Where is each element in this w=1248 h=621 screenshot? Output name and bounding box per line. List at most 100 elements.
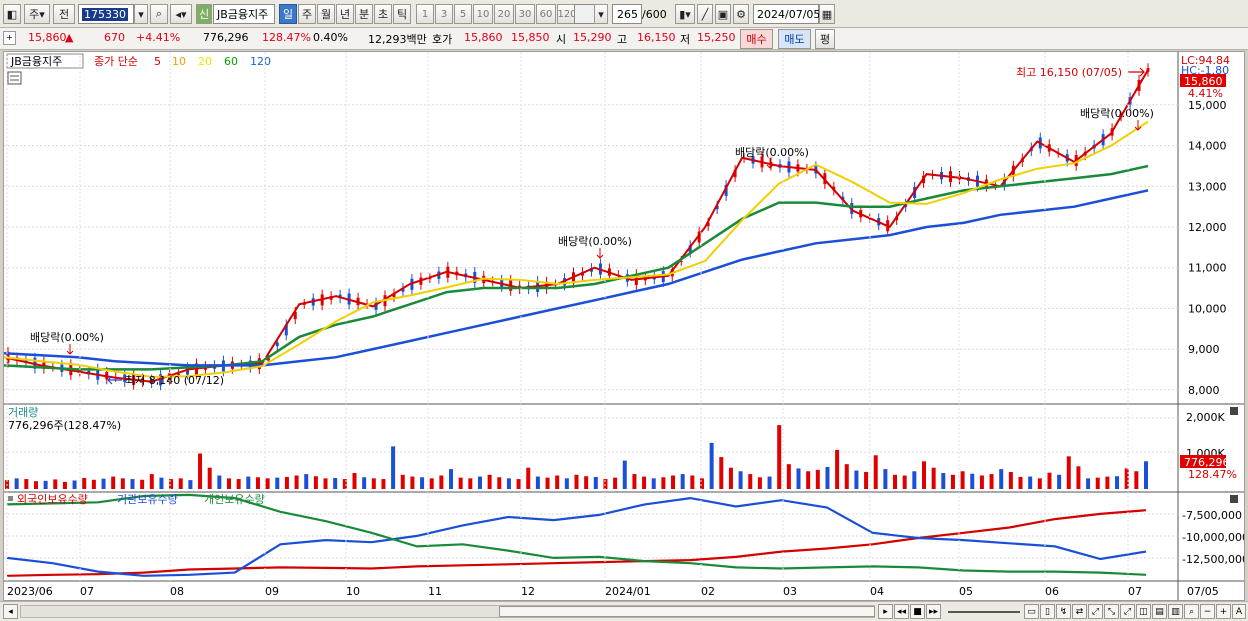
volume-bar [864,471,869,489]
dividend-marker-icon [66,344,74,355]
window-menu-icon[interactable]: ◧ [3,4,21,24]
interval-button-1[interactable]: 1 [416,4,434,24]
scrollbar-thumb[interactable] [499,606,875,617]
count-input[interactable]: 265 [612,4,642,24]
interval-button-20[interactable]: 20 [494,4,514,24]
save-icon[interactable]: ▣ [715,4,731,24]
volume-bar [1115,476,1120,489]
zoom-slider[interactable] [948,611,1020,613]
calendar-icon[interactable]: ▦ [819,4,835,24]
zoom-out-icon[interactable]: − [1200,604,1215,619]
volume-bar [1076,466,1081,489]
period-tab-0[interactable]: 일 [279,4,297,24]
fast-forward-icon[interactable]: ▸▸ [926,604,941,619]
quote-change: 670 [104,31,125,44]
tool-icon-1[interactable]: ▭ [1024,604,1039,619]
candle-body [284,324,288,336]
tool-icon-5[interactable]: ⤢ [1088,604,1103,619]
search-zoom-icon[interactable]: ⌕ [1184,604,1199,619]
tool-icon-10[interactable]: ▥ [1168,604,1183,619]
font-size-icon[interactable]: A [1232,604,1246,619]
quote-change-pct: +4.41% [136,31,181,44]
chart-svg[interactable]: 15,000 14,000 13,000 12,000 11,000 10,000 9,00… [3,52,1248,600]
volume-close-icon[interactable] [1230,407,1238,415]
interval-button-60[interactable]: 60 [536,4,556,24]
price-tag: 15,860 [1184,75,1223,88]
x-tick-label: 05 [959,585,973,598]
candle-type-icon[interactable]: ▮▾ [675,4,695,24]
sell-button[interactable]: 매도 [778,29,811,49]
stop-icon[interactable]: ■ [910,604,925,619]
volume-bar [574,474,579,489]
volume-bar [902,475,907,489]
scroll-right-icon[interactable]: ▸ [878,604,893,619]
volume-bar [1134,471,1139,489]
candle-body [392,293,396,298]
interval-button-5[interactable]: 5 [454,4,472,24]
tool-icon-3[interactable]: ↯ [1056,604,1071,619]
period-tab-1[interactable]: 주 [298,4,316,24]
period-tab-5[interactable]: 초 [374,4,392,24]
rewind-icon[interactable]: ◂◂ [894,604,909,619]
quote-bid: 15,850 [511,31,550,44]
volume-bar [497,477,502,489]
date-input[interactable]: 2024/07/05 [753,4,820,24]
search-icon[interactable]: ⌕ [150,4,168,24]
horizontal-scrollbar[interactable] [20,605,875,618]
speaker-icon[interactable]: ◂▾ [170,4,192,24]
volume-bar [719,457,724,489]
tool-icon-2[interactable]: ▯ [1040,604,1055,619]
candle-body [401,287,405,292]
ma-legend-5: 5 [154,55,161,68]
price-tick-label: 13,000 [1188,180,1227,193]
volume-bar [227,478,232,489]
tool-icon-6[interactable]: ⤡ [1104,604,1119,619]
holdings-close-icon[interactable] [1230,495,1238,503]
draw-tool-icon[interactable]: ╱ [697,4,713,24]
tool-icon-9[interactable]: ▤ [1152,604,1167,619]
candle-body [715,205,719,210]
tool-icon-4[interactable]: ⇄ [1072,604,1087,619]
holdings-tick-2: -10,000,000 [1182,531,1244,544]
zoom-in-icon[interactable]: + [1216,604,1231,619]
volume-bar [873,455,878,489]
volume-bar [970,473,975,489]
volume-bar [835,449,840,489]
scroll-left-icon[interactable]: ◂ [3,604,18,619]
tool-icon-8[interactable]: ◫ [1136,604,1151,619]
interval-button-120[interactable]: 120 [557,4,577,24]
quote-turnover: 0.40% [313,31,348,44]
x-tick-label: 09 [265,585,279,598]
period-tab-2[interactable]: 월 [317,4,335,24]
prev-button[interactable]: 전 [53,4,75,24]
tool-icon-7[interactable]: ⤢ [1120,604,1135,619]
code-dropdown-icon[interactable]: ▾ [134,4,148,24]
period-tab-4[interactable]: 분 [355,4,373,24]
interval-button-30[interactable]: 30 [515,4,535,24]
volume-bar [101,478,106,489]
interval-dropdown-icon[interactable]: ▾ [594,4,608,24]
price-tag-bg [1180,74,1226,87]
mode-dropdown[interactable]: 주 ▾ [24,4,50,24]
volume-bar [642,476,647,489]
calculator-icon[interactable] [7,71,22,85]
gear-icon[interactable]: ⚙ [733,4,749,24]
interval-button-3[interactable]: 3 [435,4,453,24]
volume-bar [1086,478,1091,489]
volume-bar [477,476,482,489]
dividend-marker-icon [1134,120,1142,131]
stock-name-field[interactable]: JB금융지주 [213,4,275,24]
chart-area[interactable]: 15,000 14,000 13,000 12,000 11,000 10,000 9,00… [3,51,1248,601]
period-tab-3[interactable]: 년 [336,4,354,24]
period-tab-6[interactable]: 틱 [393,4,411,24]
candle-body [679,260,683,262]
x-tick-label: 10 [346,585,360,598]
volume-bar [613,477,618,489]
code-input[interactable]: 175330 [78,4,134,24]
buy-button[interactable]: 매수 [740,29,773,49]
expand-icon[interactable]: + [3,31,16,45]
eval-button[interactable]: 평 [815,29,835,49]
volume-bar [651,478,656,489]
interval-button-10[interactable]: 10 [473,4,493,24]
quote-volume: 776,296 [203,31,249,44]
